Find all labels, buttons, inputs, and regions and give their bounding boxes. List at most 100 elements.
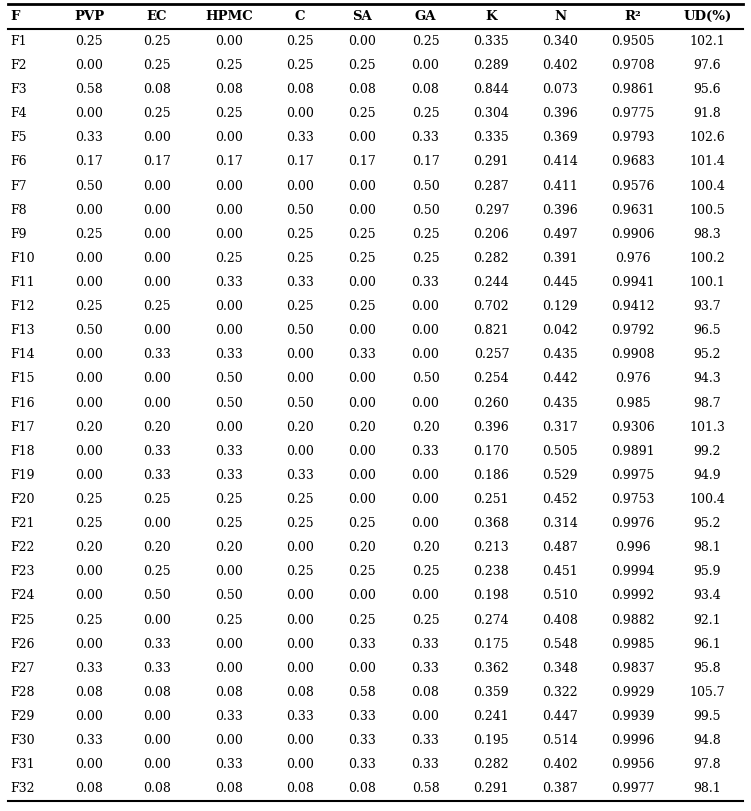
Text: 0.00: 0.00 xyxy=(143,324,170,337)
Text: 0.369: 0.369 xyxy=(542,131,578,144)
Text: 95.2: 95.2 xyxy=(694,517,721,530)
Text: 97.8: 97.8 xyxy=(694,758,721,771)
Text: 0.50: 0.50 xyxy=(412,204,439,217)
Text: 0.08: 0.08 xyxy=(412,84,439,97)
Text: 0.25: 0.25 xyxy=(215,493,243,506)
Text: 0.198: 0.198 xyxy=(474,590,509,603)
Text: F12: F12 xyxy=(11,300,35,313)
Text: 0.33: 0.33 xyxy=(348,637,376,650)
Text: 91.8: 91.8 xyxy=(694,107,722,120)
Text: 0.985: 0.985 xyxy=(615,397,650,410)
Text: 100.5: 100.5 xyxy=(689,204,725,217)
Text: 98.1: 98.1 xyxy=(694,541,722,554)
Text: 0.08: 0.08 xyxy=(348,84,376,97)
Text: 95.2: 95.2 xyxy=(694,349,721,362)
Text: 0.00: 0.00 xyxy=(143,372,170,385)
Text: 0.33: 0.33 xyxy=(286,276,314,289)
Text: 0.33: 0.33 xyxy=(286,469,314,482)
Text: 95.6: 95.6 xyxy=(694,84,721,97)
Text: F9: F9 xyxy=(11,228,27,241)
Text: 0.25: 0.25 xyxy=(348,565,376,578)
Text: 0.9793: 0.9793 xyxy=(611,131,655,144)
Text: 0.33: 0.33 xyxy=(286,710,314,723)
Text: F32: F32 xyxy=(11,783,35,796)
Text: 98.7: 98.7 xyxy=(694,397,721,410)
Text: 0.00: 0.00 xyxy=(286,179,314,192)
Text: 0.25: 0.25 xyxy=(286,517,314,530)
Text: 0.00: 0.00 xyxy=(286,444,314,458)
Text: F19: F19 xyxy=(11,469,35,482)
Text: 0.391: 0.391 xyxy=(542,252,578,265)
Text: 0.00: 0.00 xyxy=(75,276,103,289)
Text: 0.33: 0.33 xyxy=(412,276,439,289)
Text: 0.33: 0.33 xyxy=(412,662,439,675)
Text: 0.00: 0.00 xyxy=(75,758,103,771)
Text: 0.442: 0.442 xyxy=(542,372,578,385)
Text: F16: F16 xyxy=(11,397,35,410)
Text: 0.00: 0.00 xyxy=(75,469,103,482)
Text: 0.241: 0.241 xyxy=(474,710,509,723)
Text: 0.844: 0.844 xyxy=(473,84,509,97)
Text: F7: F7 xyxy=(11,179,27,192)
Text: 0.00: 0.00 xyxy=(75,349,103,362)
Text: 0.260: 0.260 xyxy=(474,397,509,410)
Text: 94.8: 94.8 xyxy=(694,734,722,747)
Text: 0.505: 0.505 xyxy=(542,444,578,458)
Text: F27: F27 xyxy=(11,662,35,675)
Text: F11: F11 xyxy=(11,276,35,289)
Text: 0.00: 0.00 xyxy=(143,614,170,627)
Text: 0.348: 0.348 xyxy=(542,662,578,675)
Text: 0.291: 0.291 xyxy=(474,156,509,169)
Text: 0.00: 0.00 xyxy=(412,590,439,603)
Text: 0.254: 0.254 xyxy=(474,372,509,385)
Text: 0.435: 0.435 xyxy=(542,397,578,410)
Text: 0.33: 0.33 xyxy=(412,131,439,144)
Text: 0.195: 0.195 xyxy=(474,734,509,747)
Text: 0.50: 0.50 xyxy=(412,179,439,192)
Text: 0.00: 0.00 xyxy=(215,662,243,675)
Text: 97.6: 97.6 xyxy=(694,59,721,72)
Text: 0.08: 0.08 xyxy=(286,783,314,796)
Text: 0.9412: 0.9412 xyxy=(611,300,655,313)
Text: 0.25: 0.25 xyxy=(348,107,376,120)
Text: 0.282: 0.282 xyxy=(474,252,509,265)
Text: 0.20: 0.20 xyxy=(75,541,103,554)
Text: 93.4: 93.4 xyxy=(694,590,722,603)
Text: 0.25: 0.25 xyxy=(286,493,314,506)
Text: 0.00: 0.00 xyxy=(286,734,314,747)
Text: 0.20: 0.20 xyxy=(348,421,376,434)
Text: 0.244: 0.244 xyxy=(474,276,509,289)
Text: 0.17: 0.17 xyxy=(215,156,243,169)
Text: 0.170: 0.170 xyxy=(474,444,509,458)
Text: 0.00: 0.00 xyxy=(75,710,103,723)
Text: 0.25: 0.25 xyxy=(143,35,170,48)
Text: 0.9939: 0.9939 xyxy=(611,710,655,723)
Text: 0.9929: 0.9929 xyxy=(611,686,655,699)
Text: 0.9977: 0.9977 xyxy=(611,783,655,796)
Text: 0.976: 0.976 xyxy=(615,252,650,265)
Text: 0.206: 0.206 xyxy=(474,228,509,241)
Text: 0.304: 0.304 xyxy=(473,107,509,120)
Text: 0.25: 0.25 xyxy=(412,228,439,241)
Text: 0.33: 0.33 xyxy=(348,349,376,362)
Text: F6: F6 xyxy=(11,156,27,169)
Text: 0.33: 0.33 xyxy=(412,734,439,747)
Text: 0.00: 0.00 xyxy=(286,107,314,120)
Text: 0.33: 0.33 xyxy=(215,349,243,362)
Text: 0.25: 0.25 xyxy=(143,300,170,313)
Text: 0.289: 0.289 xyxy=(474,59,509,72)
Text: 0.25: 0.25 xyxy=(348,517,376,530)
Text: F24: F24 xyxy=(11,590,35,603)
Text: 0.08: 0.08 xyxy=(412,686,439,699)
Text: 0.548: 0.548 xyxy=(542,637,578,650)
Text: 0.00: 0.00 xyxy=(215,734,243,747)
Text: 100.4: 100.4 xyxy=(689,179,725,192)
Text: 0.33: 0.33 xyxy=(215,276,243,289)
Text: F18: F18 xyxy=(11,444,35,458)
Text: 0.452: 0.452 xyxy=(542,493,578,506)
Text: 0.00: 0.00 xyxy=(412,469,439,482)
Text: 0.25: 0.25 xyxy=(215,107,243,120)
Text: 0.00: 0.00 xyxy=(75,397,103,410)
Text: 93.7: 93.7 xyxy=(694,300,721,313)
Text: 0.33: 0.33 xyxy=(412,758,439,771)
